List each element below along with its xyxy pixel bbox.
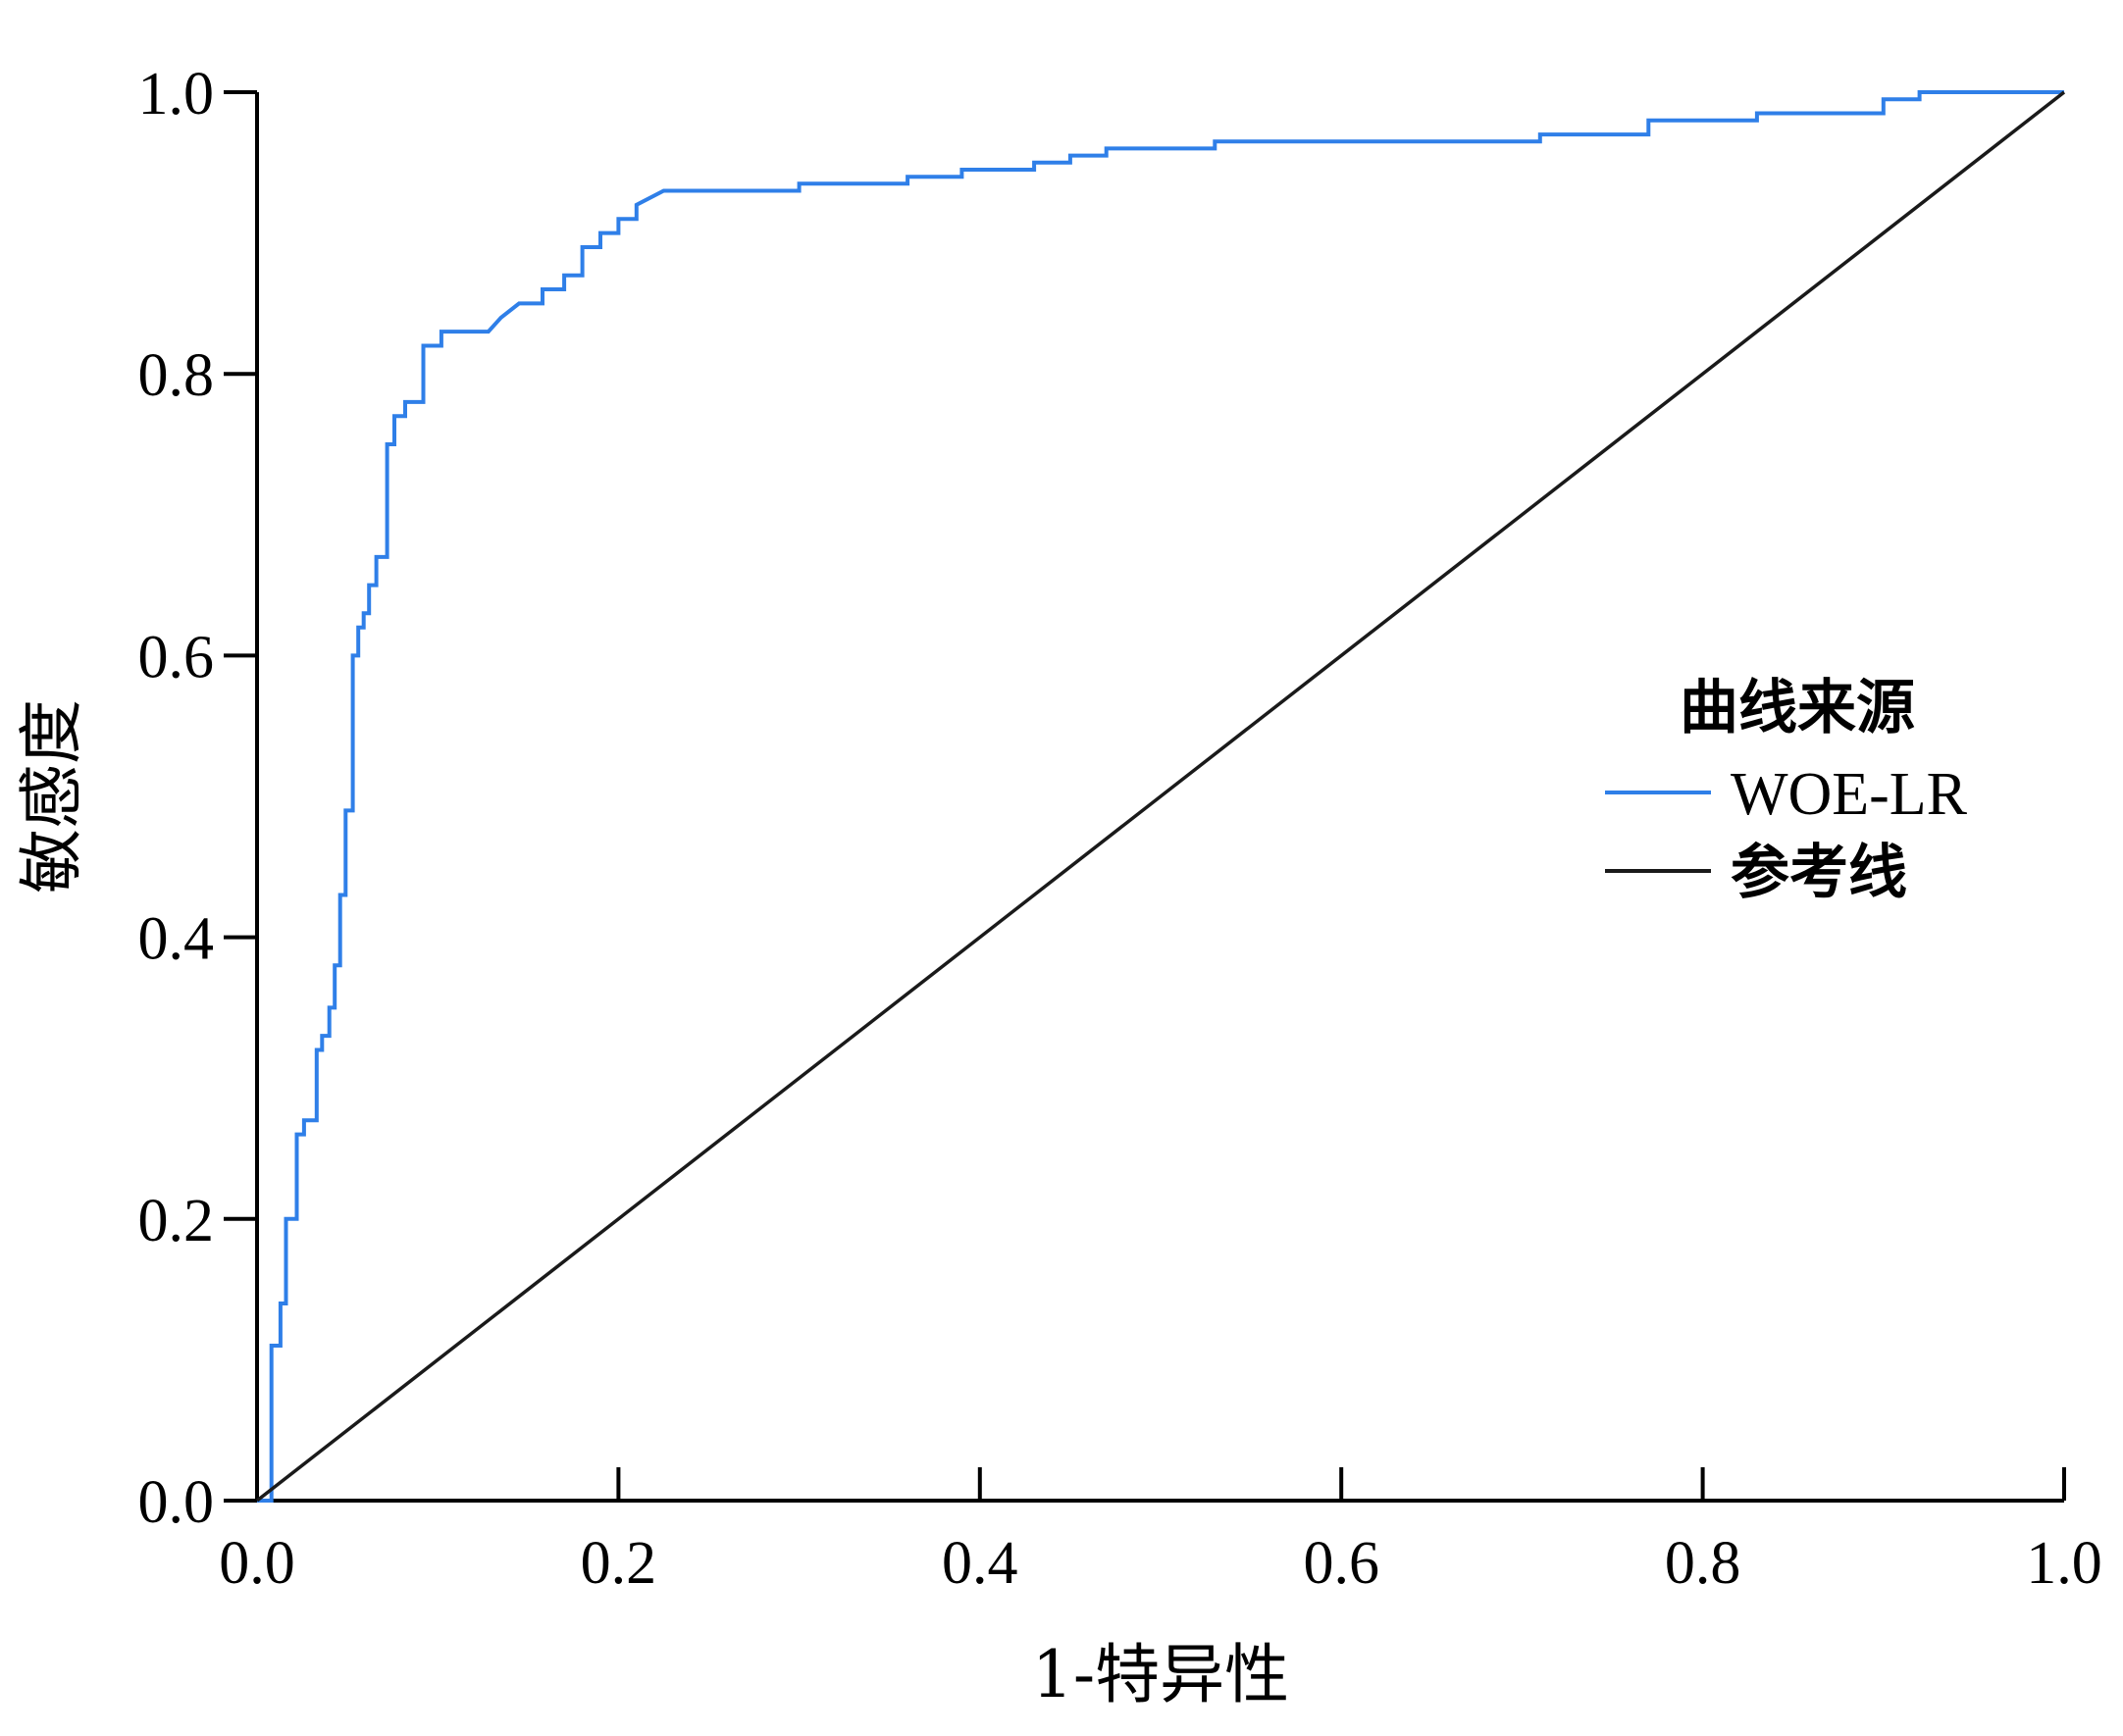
y-tick-label: 0.4: [138, 906, 215, 973]
x-tick-label: 0.4: [942, 1530, 1018, 1597]
y-tick-label: 0.6: [138, 624, 215, 690]
series-layer: [255, 90, 2066, 1503]
legend-label: WOE-LR: [1731, 761, 1968, 828]
legend-label: 参考线: [1731, 839, 1907, 907]
x-tick-label: 0.6: [1303, 1530, 1379, 1597]
y-axis-title: 敏感度: [14, 699, 89, 894]
x-axis-title: 1-特异性: [1032, 1637, 1289, 1712]
series-line-reference: [255, 90, 2066, 1503]
series-line-woe-lr: [257, 90, 2064, 1503]
y-tick-label: 0.2: [138, 1188, 215, 1254]
x-tick-label: 1.0: [2026, 1530, 2102, 1597]
y-tick-label: 0.0: [138, 1469, 215, 1536]
legend: 曲线来源 WOE-LR 参考线: [1605, 674, 1968, 907]
y-tick-label: 0.8: [138, 342, 215, 409]
x-ticks: 0.0 0.2 0.4 0.6 0.8 1.0: [219, 1467, 2102, 1597]
x-tick-label: 0.0: [219, 1530, 295, 1597]
y-ticks: 0.0 0.2 0.4 0.6 0.8 1.0: [138, 61, 257, 1536]
legend-title: 曲线来源: [1680, 674, 1915, 742]
y-tick-label: 1.0: [138, 61, 215, 128]
axes: 0.0 0.2 0.4 0.6 0.8 1.0 0.0 0.2 0.4 0.6 0.8 1.0: [138, 61, 2102, 1597]
x-tick-label: 0.2: [581, 1530, 657, 1597]
x-tick-label: 0.8: [1665, 1530, 1741, 1597]
legend-items: WOE-LR 参考线: [1605, 761, 1968, 907]
